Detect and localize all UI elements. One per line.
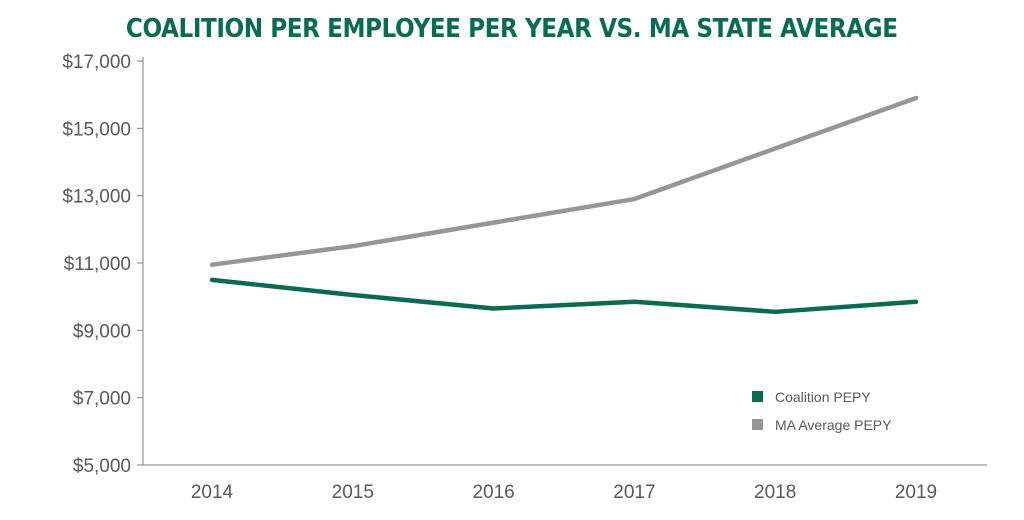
y-tick-label: $17,000 <box>62 52 131 73</box>
x-tick-label: 2014 <box>191 482 234 503</box>
x-tick-label: 2019 <box>895 482 937 503</box>
legend-label: Coalition PEPY <box>775 389 871 405</box>
y-tick-label: $13,000 <box>62 187 131 208</box>
x-tick-label: 2016 <box>472 482 514 503</box>
y-tick-label: $5,000 <box>73 456 131 477</box>
legend-swatch <box>752 391 763 402</box>
y-tick-label: $11,000 <box>64 254 131 275</box>
legend-swatch <box>752 419 763 430</box>
series-line-ma-average-pepy <box>209 95 919 267</box>
series-line-coalition-pepy <box>209 277 919 315</box>
chart-title: COALITION PER EMPLOYEE PER YEAR VS. MA S… <box>125 14 898 44</box>
y-tick-label: $7,000 <box>73 389 131 410</box>
x-tick-label: 2015 <box>332 482 374 503</box>
x-tick-label: 2017 <box>613 482 655 503</box>
y-tick-label: $9,000 <box>73 321 131 342</box>
legend-label: MA Average PEPY <box>775 417 892 433</box>
y-tick-label: $15,000 <box>62 119 131 140</box>
x-tick-label: 2018 <box>754 482 796 503</box>
